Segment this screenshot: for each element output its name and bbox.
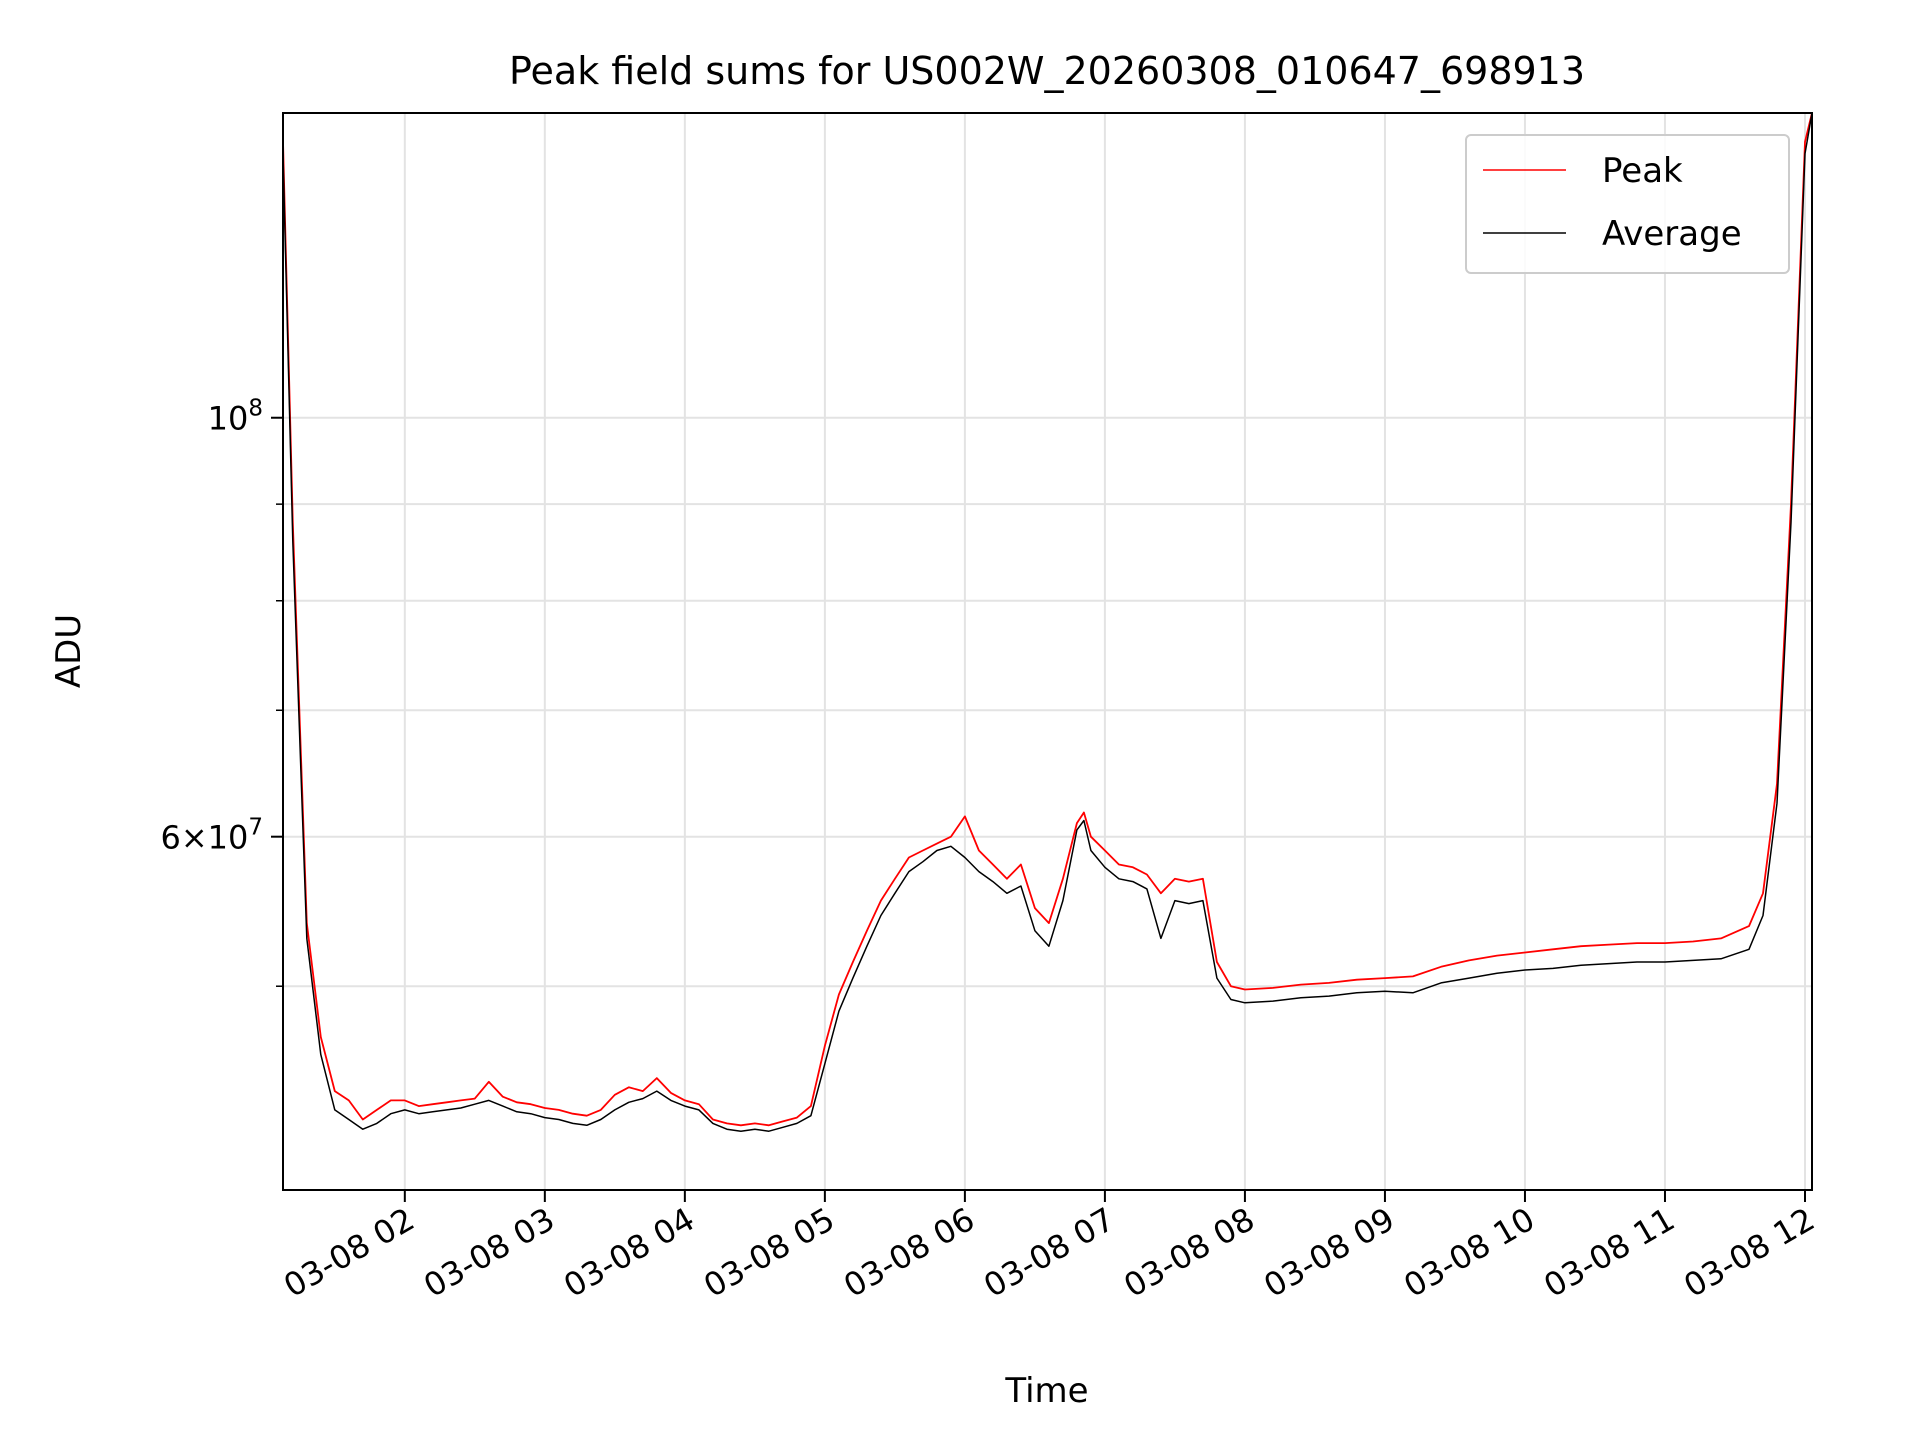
x-axis-label: Time xyxy=(1004,1371,1088,1411)
y-axis-label: ADU xyxy=(49,614,89,688)
series-line-average xyxy=(282,112,1813,1132)
chart-title: Peak field sums for US002W_20260308_0106… xyxy=(509,49,1585,93)
y-tick-label: 108 xyxy=(208,396,263,438)
y-tick-label: 6×107 xyxy=(160,815,263,857)
legend-label-peak: Peak xyxy=(1602,151,1683,191)
legend: Peak Average xyxy=(1465,134,1790,274)
plot-frame xyxy=(282,112,1813,1191)
grid xyxy=(283,113,1812,1190)
legend-label-average: Average xyxy=(1602,214,1742,254)
plot-series xyxy=(282,112,1813,1132)
series-line-peak xyxy=(282,112,1813,1127)
